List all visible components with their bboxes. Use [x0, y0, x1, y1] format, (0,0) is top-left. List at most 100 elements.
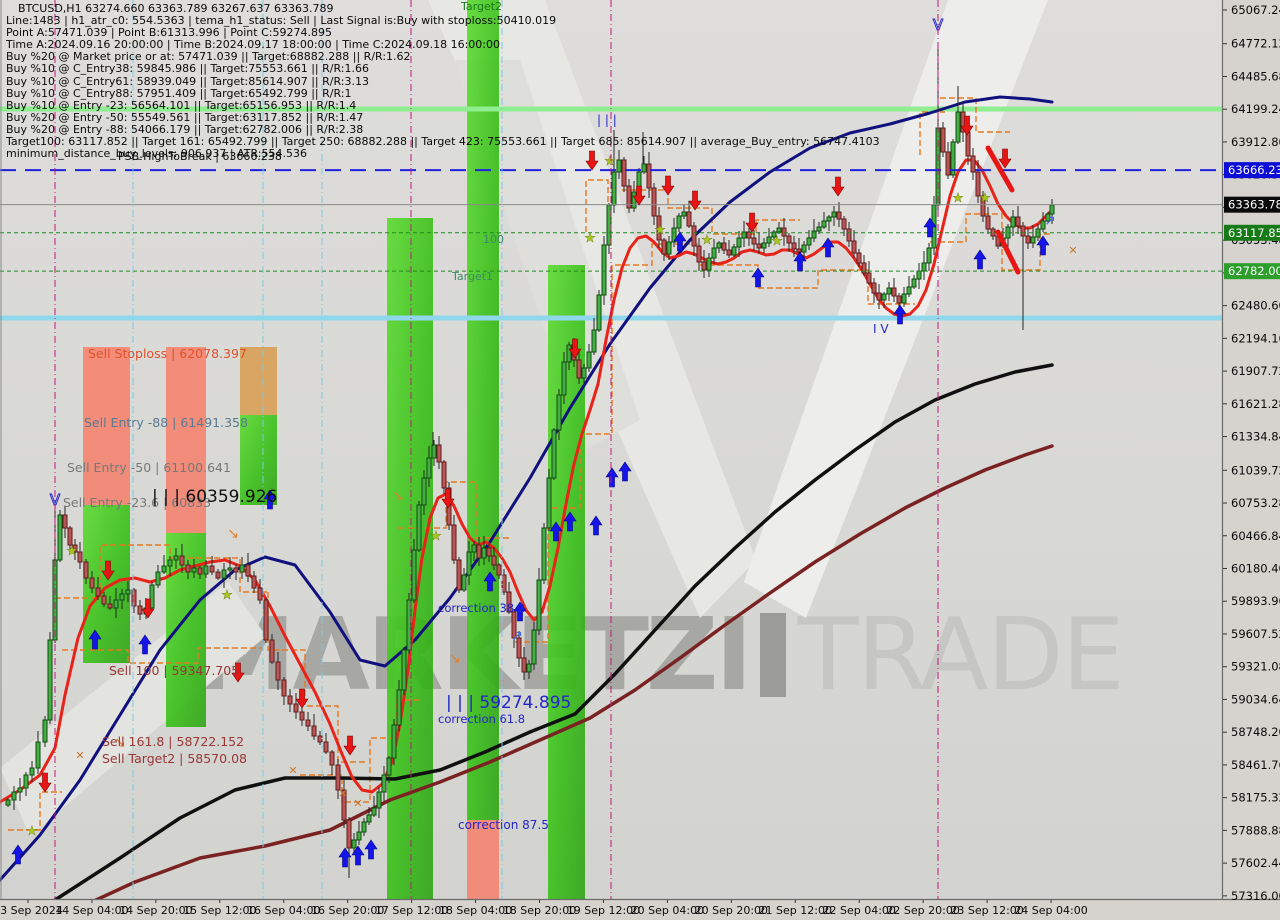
candle-up — [641, 163, 647, 173]
candle-down — [456, 559, 462, 591]
candle-up — [227, 567, 233, 571]
chart-label: I V — [873, 322, 889, 336]
candle-down — [945, 151, 951, 176]
candle-down — [317, 735, 323, 743]
info-line-12: minimum_distance_buy_levels: 906.937 | A… — [6, 147, 307, 161]
candle-down — [269, 639, 275, 663]
candle-up — [125, 589, 131, 595]
candle-down — [67, 527, 73, 546]
buy-arrow-icon — [793, 251, 807, 272]
candle-down — [965, 131, 971, 157]
time-axis-strip[interactable] — [0, 900, 1280, 920]
price-axis-label: 61907.720 — [1231, 364, 1280, 378]
price-axis-strip[interactable] — [1223, 0, 1280, 920]
buy-arrow-icon — [138, 634, 152, 655]
sell-arrow-icon — [745, 212, 759, 233]
candle-down — [281, 679, 287, 697]
time-axis-label: 20 Sep 04:00 — [631, 904, 704, 917]
price-axis-label: 59607.520 — [1231, 627, 1280, 641]
candle-up — [616, 159, 622, 173]
candle-up — [155, 571, 161, 586]
band-salmon — [166, 347, 206, 533]
time-axis-label: 16 Sep 04:00 — [247, 904, 320, 917]
candle-down — [287, 695, 293, 705]
candle-up — [886, 287, 892, 295]
band-green — [240, 415, 277, 505]
price-badge-label: 63666.238 — [1228, 163, 1280, 177]
price-axis-label: 59321.080 — [1231, 660, 1280, 674]
sell-arrow-icon — [831, 176, 845, 197]
sell-arrow-icon — [632, 185, 646, 206]
candle-down — [1025, 235, 1031, 244]
candle-down — [841, 218, 847, 230]
candle-up — [173, 555, 179, 561]
price-badge-label: 63117.852 — [1228, 226, 1280, 240]
buy-arrow-icon — [364, 839, 378, 860]
info-line-1: Line:1483 | h1_atr_c0: 554.5363 | tema_h… — [6, 14, 557, 28]
candle-down — [1020, 225, 1026, 237]
candle-up — [551, 429, 557, 479]
candle-down — [329, 751, 335, 766]
candle-down — [215, 571, 221, 579]
chart-labels: Target2 100 Target1 Sell Stoploss | 62078.3… — [63, 0, 889, 832]
buy-arrow-icon — [605, 467, 619, 488]
trailing-stop-path — [62, 647, 262, 664]
buy-arrow-icon — [263, 489, 277, 510]
candle-down — [721, 242, 727, 251]
time-axis-label: 14 Sep 04:00 — [55, 904, 128, 917]
candle-up — [29, 767, 35, 776]
candle-down — [871, 282, 877, 294]
candle-down — [501, 574, 507, 593]
star-marker-icon: ★ — [584, 231, 596, 246]
chart-label: Sell Entry -88 | 61491.358 — [84, 415, 248, 430]
sell-arrow-icon — [585, 150, 599, 171]
chart-label: | | | 60359.926 — [152, 487, 277, 507]
candle-down — [940, 127, 946, 153]
candle-down — [626, 185, 632, 209]
candle-up — [386, 757, 392, 776]
candle-down — [89, 577, 95, 589]
candle-up — [351, 839, 357, 849]
buy-arrow-icon — [973, 249, 987, 270]
time-axis-label: 20 Sep 20:00 — [695, 904, 768, 917]
candle-down — [233, 567, 239, 573]
candle-up — [42, 719, 48, 743]
ma-slow-black — [53, 363, 1054, 902]
candle-down — [451, 524, 457, 561]
x-marker-icon: ✕ — [353, 797, 362, 810]
candle-down — [861, 262, 867, 274]
sell-arrow-icon — [38, 772, 52, 793]
candle-down — [756, 243, 762, 249]
candle-up — [119, 593, 125, 601]
time-axis-label: 17 Sep 12:00 — [375, 904, 448, 917]
buy-arrow-icon — [923, 217, 937, 238]
time-axis-label: 24 Sep 04:00 — [1014, 904, 1087, 917]
candle-up — [471, 544, 477, 553]
candle-up — [591, 329, 597, 353]
sell-arrow-icon — [441, 488, 455, 509]
candle-up — [376, 791, 382, 809]
candle-up — [546, 477, 552, 529]
candle-down — [746, 231, 752, 239]
sell-arrow-icon — [295, 688, 309, 709]
chart-label: Sell Entry -23.6 | 60833 — [63, 495, 211, 510]
buy-arrow-icon — [88, 629, 102, 650]
candle-down — [970, 155, 976, 173]
candle-up — [52, 559, 58, 641]
candle-down — [646, 163, 652, 189]
candle-down — [179, 555, 185, 566]
chart-label: Sell Entry -50 | 61100.641 — [67, 460, 231, 475]
candle-up — [671, 227, 677, 243]
candle-down — [62, 514, 68, 529]
candle-up — [1010, 216, 1016, 228]
candle-up — [411, 549, 417, 601]
time-axis-label: 23 Sep 12:00 — [950, 904, 1023, 917]
candle-up — [561, 361, 567, 396]
info-line-10: Buy %20 @ Entry -88: 54066.179 || Target… — [6, 122, 364, 136]
price-axis-label: 61334.840 — [1231, 430, 1280, 444]
buy-arrow-icon — [351, 845, 365, 866]
candle-down — [511, 611, 517, 639]
candle-down — [851, 240, 857, 254]
